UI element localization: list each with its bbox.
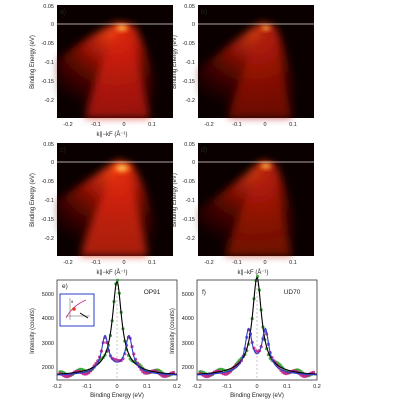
panel-f-sample: UD70 xyxy=(284,289,301,296)
y-tick-b-4: -0.1 xyxy=(186,60,195,66)
x-tick-d-2: -0.1 xyxy=(232,260,241,266)
panel-a-label: a) xyxy=(60,9,66,16)
panel-d-label: d) xyxy=(201,147,207,154)
panel-c-ylabel: Binding Energy (eV) xyxy=(30,173,36,227)
y-tick-e-3: 4000 xyxy=(42,316,54,322)
x-tick-e-3: 0 xyxy=(115,384,118,390)
panel-b-ylabel: Binding Energy (eV) xyxy=(172,35,178,89)
y-tick-d-6: -0.2 xyxy=(186,236,195,242)
x-tick-e-4: 0.1 xyxy=(143,384,151,390)
panel-f-label: f) xyxy=(202,289,206,296)
y-tick-e-2: 3000 xyxy=(42,341,54,347)
y-tick-f-3: 4000 xyxy=(182,316,194,322)
panel-f: f) UD70 2000 3000 4000 5000 -0.2 -0.1 0 … xyxy=(170,274,321,399)
y-tick-c-4: -0.1 xyxy=(45,198,54,204)
panel-e-inset: θ xyxy=(59,293,95,327)
panel-b-label: b) xyxy=(201,9,207,16)
x-tick-e-2: -0.1 xyxy=(82,384,91,390)
x-tick-a-3: 0 xyxy=(122,122,125,128)
panel-e: θ e) OP91 2000 3000 4000 5000 -0.2 -0.1 … xyxy=(30,278,181,399)
y-tick-a-1: 0.05 xyxy=(43,4,54,10)
panel-c-label: c) xyxy=(60,147,66,154)
y-tick-a-6: -0.2 xyxy=(45,98,54,104)
panel-d-xlabel: k∥−kF (Å⁻¹) xyxy=(238,269,269,276)
y-tick-f-1: 2000 xyxy=(182,365,194,371)
x-tick-d-3: 0 xyxy=(263,260,266,266)
y-tick-b-5: -0.15 xyxy=(182,79,195,85)
x-tick-f-4: 0.1 xyxy=(283,384,291,390)
panel-f-curves xyxy=(196,274,318,380)
panel-a: a) 0.05 0 -0.05 -0.1 -0.15 -0.2 -0.2 -0.… xyxy=(30,4,173,138)
panel-e-label: e) xyxy=(62,283,68,290)
y-tick-a-5: -0.15 xyxy=(41,79,54,85)
y-tick-e-4: 5000 xyxy=(42,292,54,298)
x-tick-b-3: 0 xyxy=(263,122,266,128)
edc-point-magenta xyxy=(171,370,175,375)
edc-fit-line-single xyxy=(197,276,317,375)
x-tick-f-1: -0.2 xyxy=(192,384,201,390)
y-tick-c-1: 0.05 xyxy=(43,142,54,148)
panel-f-xlabel: Binding Energy (eV) xyxy=(230,393,284,399)
x-tick-d-1: -0.2 xyxy=(204,260,213,266)
y-tick-d-4: -0.1 xyxy=(186,198,195,204)
panel-e-curves xyxy=(57,278,177,380)
y-tick-b-1: 0.05 xyxy=(184,4,195,10)
y-tick-d-1: 0.05 xyxy=(184,142,195,148)
panel-c-xlabel: k∥−kF (Å⁻¹) xyxy=(97,269,128,276)
edc-point-magenta xyxy=(311,370,315,374)
x-tick-b-4: 0.1 xyxy=(289,122,297,128)
x-tick-d-4: 0.1 xyxy=(289,260,297,266)
x-tick-b-1: -0.2 xyxy=(204,122,213,128)
y-tick-e-1: 2000 xyxy=(42,365,54,371)
y-tick-d-3: -0.05 xyxy=(182,179,195,185)
x-tick-e-1: -0.2 xyxy=(52,384,61,390)
x-tick-a-4: 0.1 xyxy=(148,122,156,128)
x-tick-c-2: -0.1 xyxy=(91,260,100,266)
x-tick-c-4: 0.1 xyxy=(148,260,156,266)
x-tick-c-3: 0 xyxy=(122,260,125,266)
y-tick-f-4: 5000 xyxy=(182,292,194,298)
panel-b: b) 0.05 0 -0.05 -0.1 -0.15 -0.2 -0.2 -0.… xyxy=(172,4,314,128)
x-tick-c-1: -0.2 xyxy=(63,260,72,266)
panel-e-ylabel: Intensity (counts) xyxy=(30,308,36,354)
y-tick-d-2: 0 xyxy=(192,160,195,166)
y-tick-a-4: -0.1 xyxy=(45,60,54,66)
panel-a-ylabel: Binding Energy (eV) xyxy=(30,35,36,89)
x-tick-a-1: -0.2 xyxy=(63,122,72,128)
y-tick-c-3: -0.05 xyxy=(41,179,54,185)
panel-a-xlabel: k∥−kF (Å⁻¹) xyxy=(97,131,128,138)
y-tick-b-6: -0.2 xyxy=(186,98,195,104)
panel-e-xlabel: Binding Energy (eV) xyxy=(90,393,144,399)
panel-c: c) 0.05 0 -0.05 -0.1 -0.15 -0.2 -0.2 -0.… xyxy=(30,142,173,276)
y-tick-a-3: -0.05 xyxy=(41,41,54,47)
y-tick-a-2: 0 xyxy=(51,22,54,28)
panel-d-ylabel: Binding Energy (eV) xyxy=(172,173,178,227)
inset-theta-label: θ xyxy=(71,299,74,304)
x-tick-f-2: -0.1 xyxy=(222,384,231,390)
y-tick-b-3: -0.05 xyxy=(182,41,195,47)
panel-f-ylabel: Intensity (counts) xyxy=(170,308,176,354)
y-tick-c-6: -0.2 xyxy=(45,236,54,242)
y-tick-c-2: 0 xyxy=(51,160,54,166)
y-tick-f-2: 3000 xyxy=(182,341,194,347)
panel-e-sample: OP91 xyxy=(144,289,161,296)
x-tick-f-3: 0 xyxy=(255,384,258,390)
x-tick-f-5: 0.2 xyxy=(313,384,321,390)
x-tick-e-5: 0.2 xyxy=(173,384,181,390)
y-tick-d-5: -0.15 xyxy=(182,217,195,223)
y-tick-b-2: 0 xyxy=(192,22,195,28)
y-tick-c-5: -0.15 xyxy=(41,217,54,223)
edc-fit-line-double xyxy=(57,334,177,376)
x-tick-b-2: -0.1 xyxy=(232,122,241,128)
x-tick-a-2: -0.1 xyxy=(91,122,100,128)
panel-d: d) 0.05 0 -0.05 -0.1 -0.15 -0.2 -0.2 -0.… xyxy=(172,142,314,276)
